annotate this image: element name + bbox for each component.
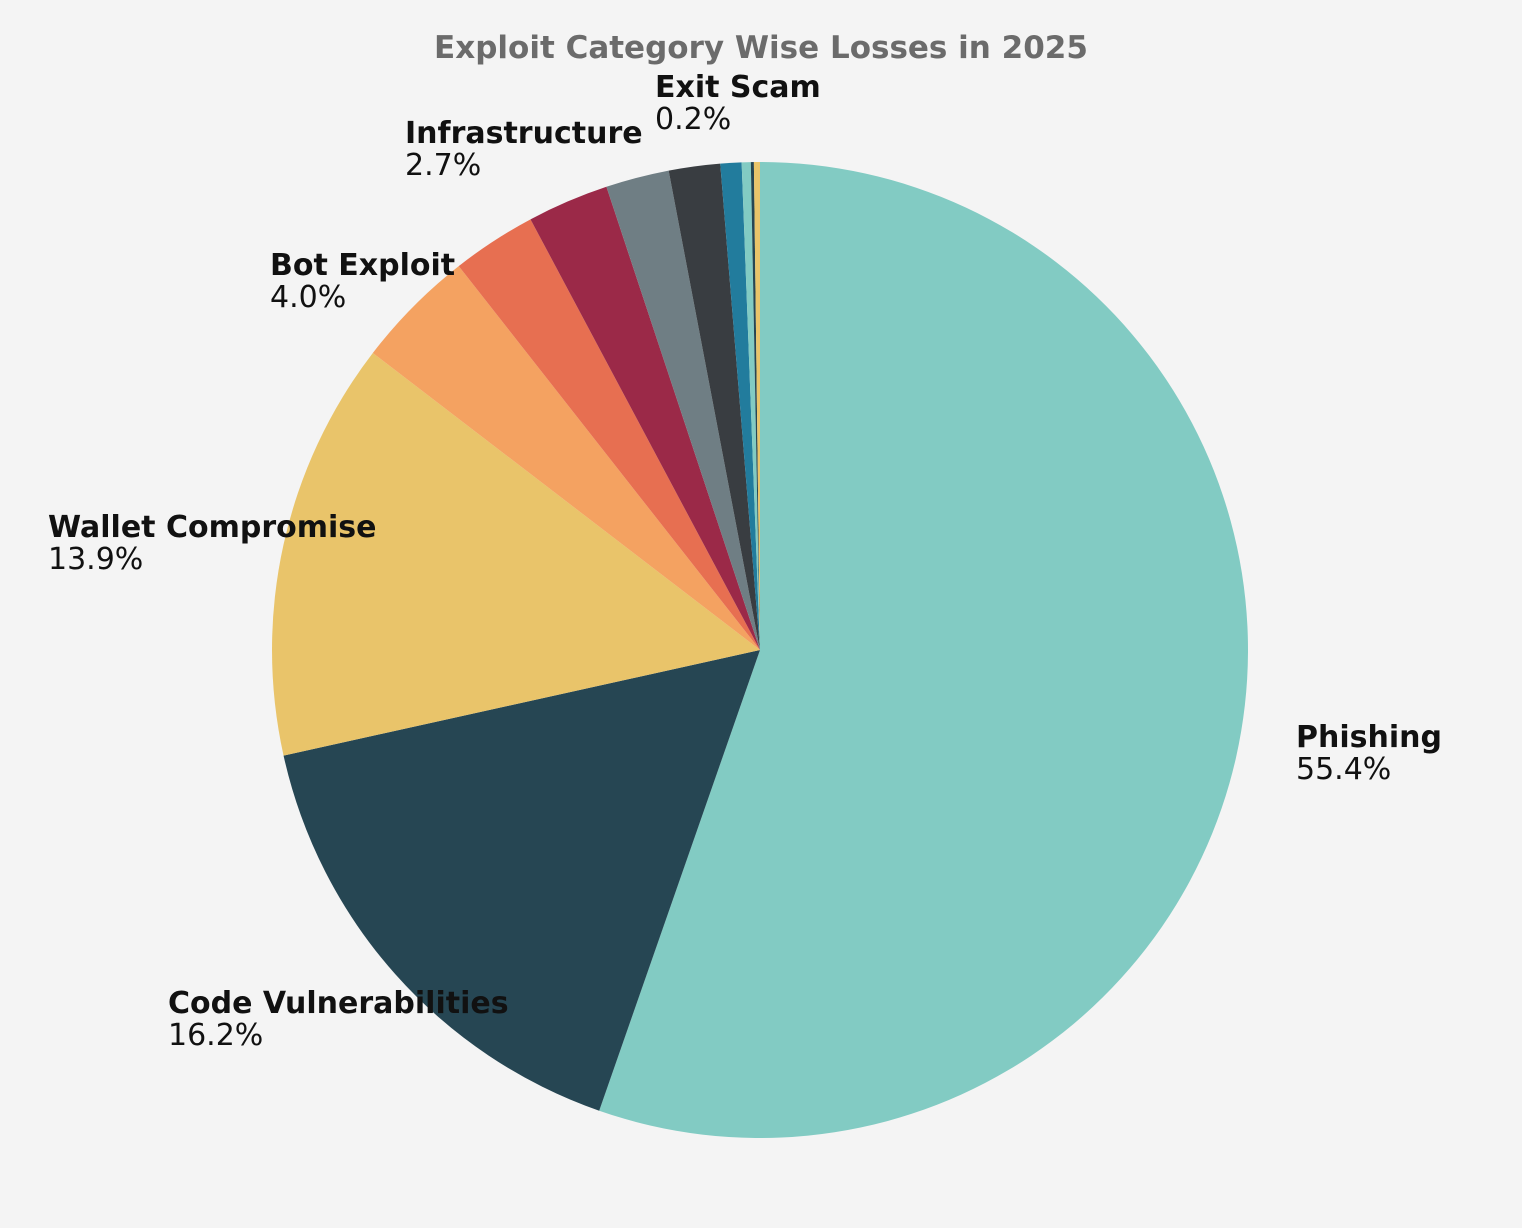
slice-label-name: Code Vulnerabilities (168, 986, 509, 1021)
slice-label: Phishing 55.4% (1296, 722, 1442, 786)
chart-title: Exploit Category Wise Losses in 2025 (434, 30, 1088, 66)
pie-slice-wallet-compromise (272, 352, 760, 756)
slice-label-name: Exit Scam (655, 70, 821, 105)
slice-label-name: Bot Exploit (270, 248, 456, 283)
slice-label: Bot Exploit 4.0% (270, 250, 455, 314)
slice-label: Exit Scam 0.2% (655, 72, 821, 136)
pie-slice (458, 219, 760, 650)
slice-label-percent: 16.2% (168, 1018, 264, 1053)
slice-label-name: Infrastructure (405, 116, 643, 151)
pie-slice (750, 162, 760, 650)
pie-slice-phishing (599, 162, 1249, 1138)
pie-slice-infrastructure (530, 186, 760, 650)
pie-slice-exit-scam (753, 162, 760, 650)
pie-slice-bot-exploit (372, 266, 760, 650)
slice-label-percent: 2.7% (405, 148, 482, 183)
pie-slice (741, 162, 760, 650)
slice-label-percent: 13.9% (48, 542, 144, 577)
pie-slice-code-vulnerabilities (283, 650, 760, 1111)
slice-label-percent: 4.0% (270, 280, 347, 315)
slice-label-name: Wallet Compromise (48, 510, 377, 545)
pie-slice (720, 162, 760, 650)
slice-label: Code Vulnerabilities 16.2% (168, 988, 509, 1052)
pie-slice (606, 170, 760, 650)
slice-label: Wallet Compromise 13.9% (48, 512, 376, 576)
slice-label-percent: 55.4% (1296, 752, 1392, 787)
slice-label-percent: 0.2% (655, 102, 732, 137)
pie-slice (668, 163, 760, 650)
slice-label-name: Phishing (1296, 720, 1442, 755)
slice-label: Infrastructure 2.7% (405, 118, 643, 182)
